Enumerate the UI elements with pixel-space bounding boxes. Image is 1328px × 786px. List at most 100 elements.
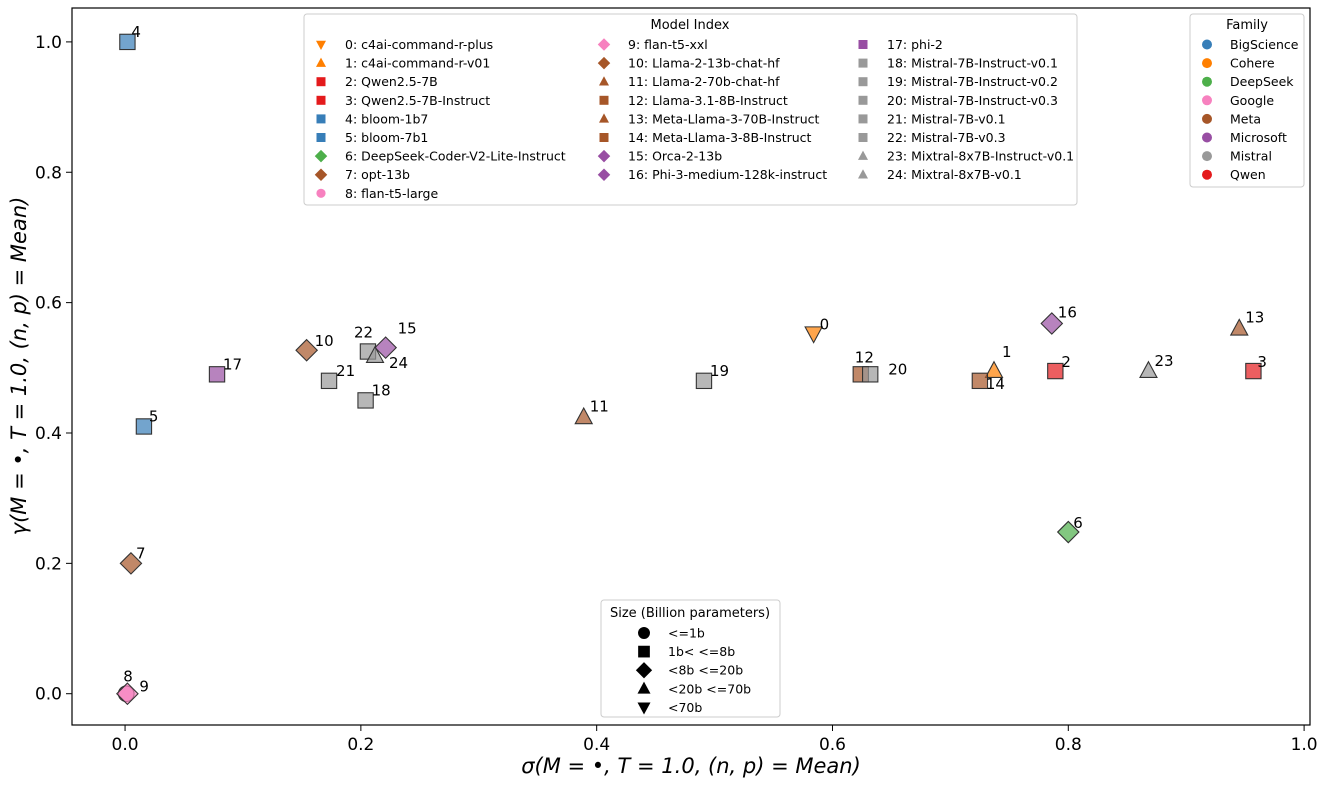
model-index-legend-marker <box>597 149 611 163</box>
data-point <box>320 372 338 390</box>
model-index-legend-entry: 9: flan-t5-xxl <box>628 37 708 52</box>
data-point-label: 5 <box>149 407 159 425</box>
model-index-legend-title: Model Index <box>651 18 730 33</box>
y-tick-label: 0.2 <box>35 554 62 574</box>
data-point-label: 10 <box>315 332 334 350</box>
x-tick-label: 0.2 <box>347 735 374 755</box>
model-index-legend-marker <box>316 40 326 50</box>
size-legend-marker <box>637 681 651 694</box>
data-point-label: 15 <box>398 320 417 338</box>
data-point <box>1040 312 1064 335</box>
model-index-legend-entry: 22: Mistral-7B-v0.3 <box>887 130 1006 145</box>
model-index-legend-marker <box>858 95 868 105</box>
model-index-legend-entry: 16: Phi-3-medium-128k-instruct <box>628 167 827 182</box>
family-legend-marker <box>1202 39 1212 50</box>
model-index-legend-entry: 21: Mistral-7B-v0.1 <box>887 111 1006 126</box>
x-tick-label: 0.0 <box>112 735 139 755</box>
model-index-legend-entry: 10: Llama-2-13b-chat-hf <box>628 56 780 71</box>
model-index-legend-marker <box>599 95 609 105</box>
data-point-label: 11 <box>590 397 609 415</box>
x-tick-label: 1.0 <box>1291 735 1318 755</box>
family-legend-marker <box>1202 58 1212 69</box>
data-point-label: 3 <box>1257 353 1267 371</box>
plot-frame <box>71 7 1311 726</box>
size-legend-marker <box>635 662 653 679</box>
y-tick-label: 0.0 <box>35 685 62 705</box>
data-point <box>295 338 319 362</box>
model-index-legend-marker <box>599 76 609 86</box>
model-index-legend-entry: 12: Llama-3.1-8B-Instruct <box>628 93 788 108</box>
size-legend-title: Size (Billion parameters) <box>610 606 770 621</box>
data-point-label: 12 <box>855 348 874 366</box>
model-index-legend-marker <box>858 169 868 179</box>
data-point-label: 1 <box>1002 343 1012 361</box>
x-tick-label: 0.6 <box>819 735 846 755</box>
size-legend-marker <box>638 627 650 639</box>
family-legend-entry: Mistral <box>1230 149 1272 164</box>
model-index-legend-entry: 13: Meta-Llama-3-70B-Instruct <box>628 111 819 126</box>
data-point <box>804 326 824 344</box>
family-legend-entry: Meta <box>1230 111 1261 126</box>
model-index-legend-marker <box>858 77 868 87</box>
data-point-label: 7 <box>136 544 146 562</box>
model-index-legend-entry: 5: bloom-7b1 <box>345 130 428 145</box>
family-legend-entry: BigScience <box>1230 37 1299 52</box>
model-index-legend-marker <box>858 150 868 160</box>
model-index-legend-entry: 18: Mistral-7B-Instruct-v0.1 <box>887 56 1058 71</box>
data-point <box>1245 362 1262 380</box>
data-point <box>357 392 374 409</box>
y-tick-label: 1.0 <box>35 33 62 53</box>
x-tick-label: 0.8 <box>1055 735 1082 755</box>
data-point-label: 2 <box>1061 353 1071 371</box>
model-index-legend-marker <box>316 114 326 124</box>
family-legend-entry: DeepSeek <box>1230 74 1294 89</box>
data-point <box>1139 360 1158 378</box>
data-point-label: 4 <box>131 23 141 41</box>
model-index-legend-entry: 0: c4ai-command-r-plus <box>345 37 493 52</box>
data-point <box>208 366 226 383</box>
model-index-legend-marker <box>316 57 326 67</box>
data-point <box>1229 318 1249 336</box>
model-index-legend-entry: 19: Mistral-7B-Instruct-v0.2 <box>887 74 1058 89</box>
data-point <box>365 345 385 363</box>
model-index-legend-marker <box>597 168 611 181</box>
model-index-legend-marker <box>858 40 868 49</box>
data-point-label: 22 <box>354 324 373 342</box>
size-legend-marker <box>637 702 651 715</box>
model-index-legend-entry: 8: flan-t5-large <box>345 186 438 201</box>
data-point-label: 24 <box>389 354 408 372</box>
family-legend-entry: Google <box>1230 93 1274 108</box>
data-point-label: 17 <box>223 355 242 373</box>
x-tick-label: 0.4 <box>583 735 610 755</box>
model-index-legend-entry: 15: Orca-2-13b <box>628 149 722 164</box>
data-point-label: 19 <box>710 362 729 380</box>
data-point-label: 23 <box>1154 352 1173 370</box>
family-legend-entry: Qwen <box>1230 167 1266 182</box>
model-index-legend-marker <box>597 38 611 51</box>
model-index-legend-entry: 24: Mixtral-8x7B-v0.1 <box>887 167 1022 182</box>
legends: Model Index 0: c4ai-command-r-plus 1: c4ai… <box>303 13 1305 718</box>
model-index-legend-marker <box>314 168 328 181</box>
model-index-legend-entry: 2: Qwen2.5-7B <box>345 74 438 89</box>
data-point-label: 0 <box>820 315 830 333</box>
model-index-legend-marker <box>858 133 868 142</box>
data-point-label: 8 <box>123 668 133 686</box>
data-point <box>862 366 879 383</box>
model-index-legend-marker <box>599 133 609 142</box>
data-point <box>971 372 989 390</box>
family-legend-entry: Cohere <box>1230 56 1275 71</box>
model-index-legend-entry: 3: Qwen2.5-7B-Instruct <box>345 93 490 108</box>
data-point <box>374 336 398 360</box>
model-index-legend-entry: 20: Mistral-7B-Instruct-v0.3 <box>887 93 1058 108</box>
data-point-label: 13 <box>1245 309 1264 327</box>
data-point <box>119 33 136 51</box>
data-point <box>1056 520 1080 544</box>
model-index-legend-marker <box>314 149 328 163</box>
model-index-legend-marker <box>599 113 609 123</box>
family-legend-marker <box>1202 113 1212 124</box>
model-index-legend-entry: 23: Mixtral-8x7B-Instruct-v0.1 <box>887 149 1074 164</box>
family-legend-marker <box>1202 132 1212 143</box>
data-point <box>135 418 153 435</box>
